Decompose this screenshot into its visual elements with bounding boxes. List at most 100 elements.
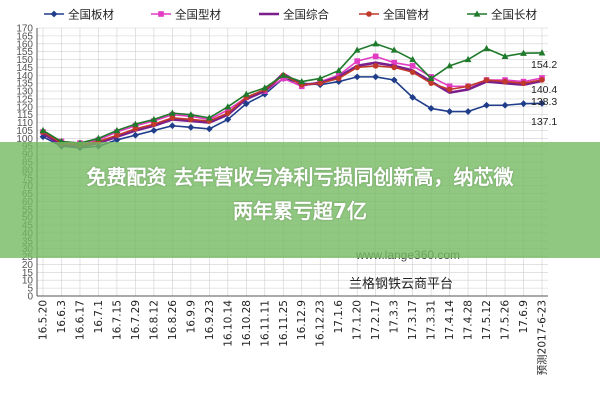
x-tick-label: 17.5.12 [481, 300, 493, 340]
data-point [224, 103, 232, 110]
data-point [409, 93, 417, 101]
legend-label: 全国长材 [491, 8, 537, 22]
x-tick-label: 16.6.3 [56, 300, 68, 333]
x-tick-label: 16.10.14 [222, 300, 234, 347]
x-tick-label: 17.3.3 [389, 300, 401, 333]
data-point [446, 62, 453, 69]
legend-label: 全国管材 [383, 8, 429, 22]
data-point [317, 80, 324, 86]
data-point [168, 109, 176, 116]
data-point [168, 122, 176, 130]
x-tick-label: 16.7.29 [130, 300, 142, 340]
legend-item[interactable]: 全国综合 [259, 8, 329, 22]
x-tick-label: 17.6.9 [518, 300, 530, 333]
data-point [132, 120, 139, 127]
headline-text: 免费配资 去年营收与净利亏损同创新高，纳芯微 两年累亏超7亿 [86, 165, 514, 223]
series-line [42, 55, 543, 144]
data-point [538, 99, 546, 107]
y-tick-label: 10 [22, 276, 34, 287]
data-point [113, 136, 121, 144]
data-point [187, 123, 195, 131]
data-point [132, 131, 139, 139]
x-tick-label: 16.8.26 [167, 300, 179, 340]
data-point [261, 90, 269, 98]
data-point [390, 46, 398, 53]
data-point [39, 133, 47, 141]
data-point [354, 64, 360, 71]
legend-item[interactable]: 全国管材 [359, 8, 429, 22]
data-point [391, 59, 397, 66]
legend-label: 全国板材 [68, 8, 114, 22]
data-point [372, 73, 380, 81]
data-point [464, 55, 472, 63]
y-tick-label: 5 [27, 284, 33, 295]
data-point [50, 10, 58, 18]
y-tick-label: 115 [17, 110, 33, 121]
data-point [353, 73, 361, 81]
x-tick-label: 16.5.20 [38, 300, 50, 340]
data-point [501, 52, 509, 59]
series-long [39, 40, 546, 146]
y-tick-label: 155 [16, 47, 33, 58]
data-point [225, 107, 231, 113]
data-point [280, 75, 287, 82]
x-tick-label: 16.10.28 [241, 300, 253, 347]
data-point [409, 63, 416, 69]
data-point [242, 90, 250, 97]
y-tick-label: 100 [16, 134, 33, 145]
data-point [473, 10, 481, 17]
data-point [391, 64, 397, 71]
x-tick-label: 16.6.17 [74, 300, 86, 340]
series-line [42, 65, 543, 146]
data-point [39, 126, 47, 134]
data-point [520, 80, 527, 86]
y-tick-label: 20 [22, 260, 34, 271]
x-tick-label: 16.7.15 [111, 300, 123, 340]
y-tick-label: 160 [16, 39, 33, 50]
legend-item[interactable]: 全国长材 [467, 8, 537, 22]
data-point [298, 78, 306, 85]
data-point [354, 58, 360, 64]
end-value-label: 154.2 [531, 59, 557, 71]
data-point [353, 46, 361, 53]
series-pipe [40, 63, 545, 148]
data-point [316, 74, 324, 82]
x-tick-label: 16.12.9 [296, 300, 308, 340]
data-point [539, 77, 545, 83]
y-tick-label: 165 [16, 31, 33, 42]
data-point [151, 121, 157, 127]
data-point [465, 83, 471, 90]
data-point [520, 49, 527, 56]
x-tick-label: 17.1.20 [352, 300, 364, 340]
x-tick-label: 16.7.1 [93, 300, 105, 333]
data-point [366, 11, 372, 17]
data-point [409, 69, 416, 75]
y-tick-label: 15 [22, 268, 34, 279]
x-tick-label: 17.3.31 [426, 300, 438, 340]
watermark-platform: 兰格钢铁云商平台 [349, 276, 453, 292]
data-point [409, 55, 417, 63]
data-point [483, 77, 490, 83]
y-tick-label: 0 [27, 292, 33, 303]
data-point [335, 66, 343, 74]
data-point [335, 75, 342, 82]
y-tick-label: 105 [16, 126, 33, 137]
data-point [428, 80, 434, 86]
headline-banner [0, 142, 600, 258]
x-tick-label: 16.11.11 [259, 300, 271, 347]
series-line [42, 42, 543, 144]
data-point [464, 108, 472, 115]
data-point [390, 76, 398, 84]
y-tick-label: 130 [16, 87, 33, 98]
data-point [446, 86, 453, 93]
y-tick-label: 145 [16, 63, 33, 74]
legend-item[interactable]: 全国板材 [44, 8, 114, 22]
data-point [150, 127, 158, 134]
data-point [483, 44, 490, 52]
x-tick-label: 17.2.17 [370, 300, 382, 340]
legend-item[interactable]: 全国型材 [151, 8, 221, 22]
data-point [132, 126, 139, 132]
data-point [187, 111, 195, 118]
data-point [261, 84, 269, 91]
data-point [446, 108, 453, 115]
